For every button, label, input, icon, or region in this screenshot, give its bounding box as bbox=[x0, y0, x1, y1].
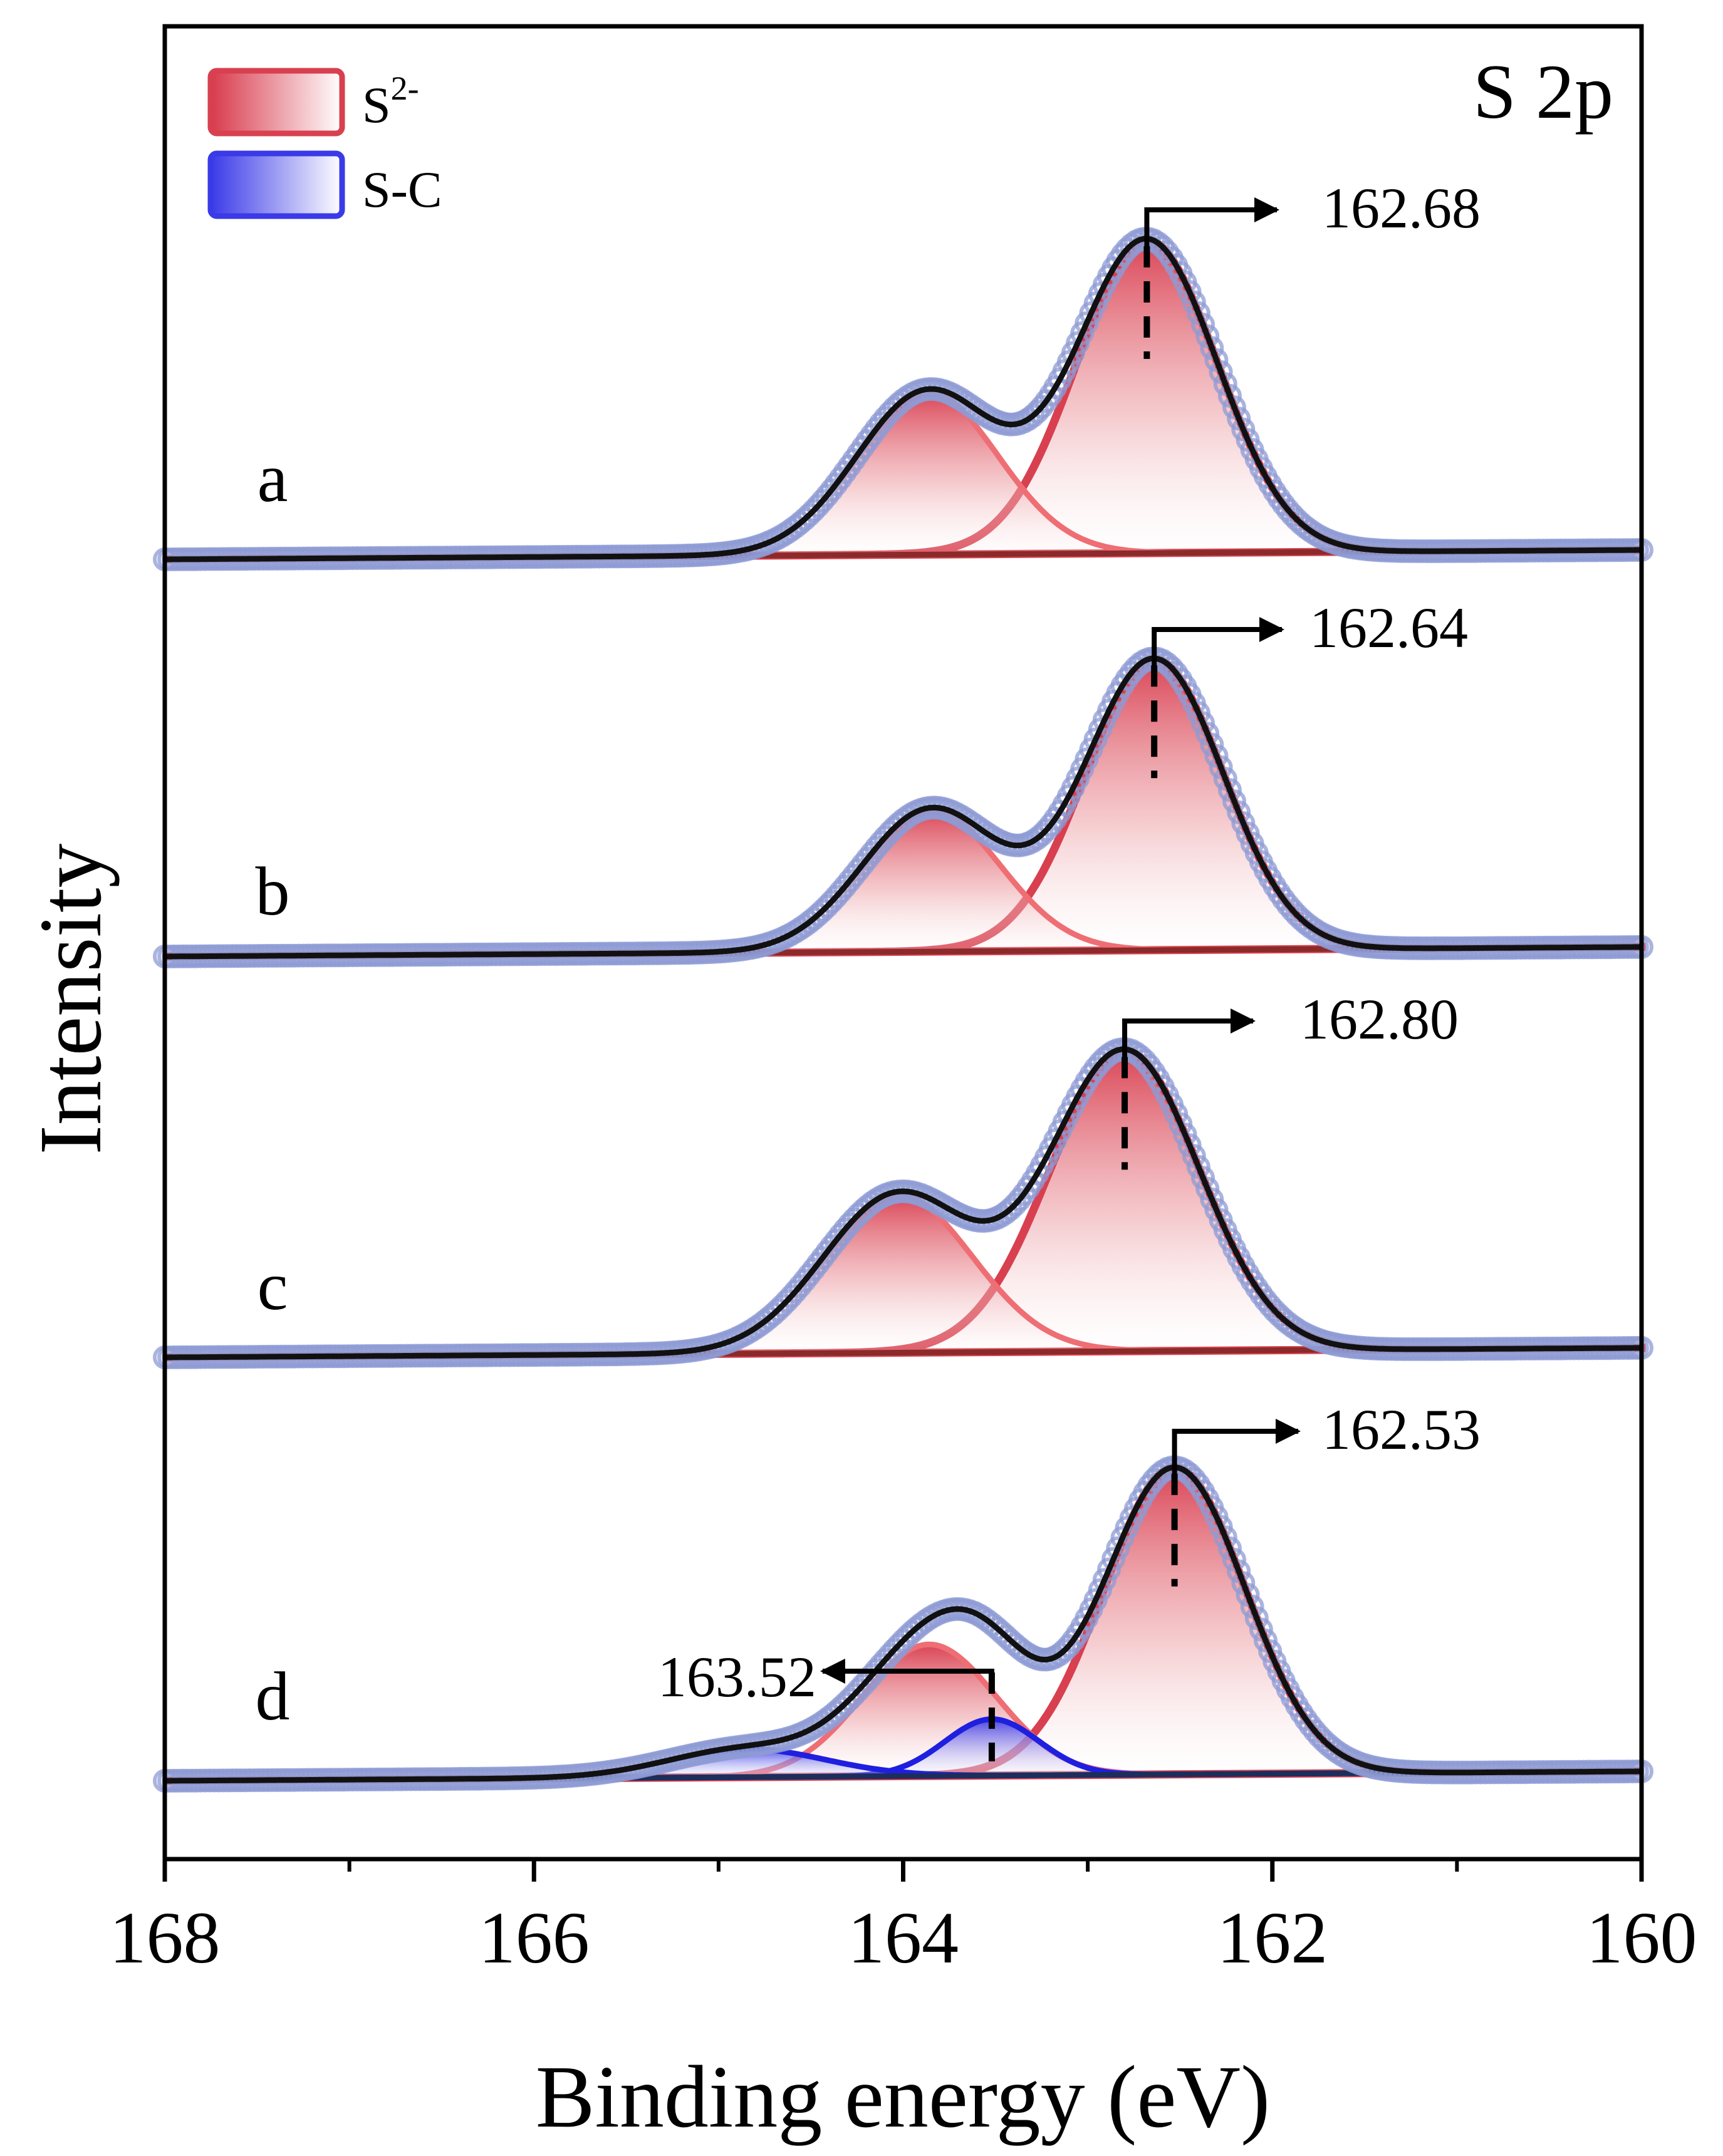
peak-value-d: 162.53 bbox=[1322, 1397, 1481, 1461]
raw-data-point bbox=[1213, 372, 1237, 396]
raw-data-point bbox=[1186, 1154, 1210, 1179]
x-tick-label: 160 bbox=[1586, 1897, 1697, 1979]
raw-data-point bbox=[1213, 767, 1237, 791]
raw-data-point bbox=[1217, 778, 1242, 802]
legend-swatch-sc bbox=[207, 150, 345, 219]
spectrum-label-a: a bbox=[258, 440, 288, 516]
raw-data-point bbox=[1204, 348, 1229, 372]
raw-data-point bbox=[1182, 290, 1206, 314]
legend-label-s2: S2- bbox=[362, 70, 419, 133]
peak-a-s2-1 bbox=[164, 388, 1642, 562]
raw-data-point bbox=[1222, 789, 1246, 814]
shift-arrow-c bbox=[1122, 1008, 1256, 1060]
spectrum-label-b: b bbox=[256, 853, 290, 930]
legend-swatch-s2 bbox=[207, 68, 345, 137]
spectrum-label-d: d bbox=[256, 1658, 290, 1734]
raw-data-point bbox=[1209, 755, 1233, 779]
raw-data-point bbox=[1249, 1617, 1273, 1642]
raw-data-point bbox=[1200, 732, 1224, 757]
raw-data-point bbox=[1254, 1629, 1278, 1652]
x-tick-label: 168 bbox=[110, 1897, 221, 1979]
legend-label-s2-superscript: 2- bbox=[391, 70, 419, 107]
spectra-layer: a 162.68 b 162.64 c 162.80 d 162.53 163.52 bbox=[153, 176, 1653, 1793]
x-tick-label: 166 bbox=[479, 1897, 590, 1979]
raw-data-point bbox=[1097, 1557, 1122, 1582]
legend-label-s2-text: S bbox=[362, 76, 391, 133]
shift-arrow-a bbox=[1144, 197, 1279, 250]
shift-arrow-d-sc bbox=[820, 1659, 994, 1685]
raw-data-point bbox=[1177, 1133, 1202, 1158]
fit-envelope-c bbox=[165, 1046, 1642, 1360]
raw-data-point bbox=[1191, 711, 1215, 735]
raw-data-point bbox=[1173, 1122, 1197, 1147]
x-axis-label: Binding energy (eV) bbox=[536, 2047, 1271, 2146]
chart-title: S 2p bbox=[1473, 49, 1613, 135]
peak-c-s2-1 bbox=[164, 1191, 1645, 1360]
fit-envelope-a bbox=[165, 236, 1642, 562]
peak-value-c: 162.80 bbox=[1300, 987, 1459, 1051]
peak-value-a: 162.68 bbox=[1322, 176, 1481, 240]
raw-data-c bbox=[153, 1037, 1653, 1369]
x-tick-label: 164 bbox=[848, 1897, 959, 1979]
raw-data-point bbox=[1231, 1571, 1256, 1595]
raw-data-point bbox=[1209, 360, 1233, 384]
peak-value-b: 162.64 bbox=[1309, 596, 1468, 660]
raw-data-point bbox=[1195, 324, 1220, 348]
spectrum-c: c 162.80 bbox=[153, 987, 1653, 1369]
raw-data-point bbox=[1236, 1583, 1260, 1607]
fit-envelope-b bbox=[165, 655, 1642, 960]
shift-arrow-d bbox=[1172, 1419, 1301, 1477]
shift-arrow-b bbox=[1152, 617, 1284, 669]
legend-label-sc: S-C bbox=[362, 161, 442, 218]
raw-data-point bbox=[1227, 407, 1251, 431]
x-tick-label: 162 bbox=[1217, 1897, 1328, 1979]
raw-data-point bbox=[1222, 395, 1246, 420]
fit-envelope-d bbox=[165, 1464, 1642, 1784]
raw-data-point bbox=[1182, 1144, 1206, 1168]
raw-data-point bbox=[1222, 1548, 1246, 1572]
spectrum-label-c: c bbox=[258, 1248, 288, 1324]
raw-data-point bbox=[1217, 1536, 1242, 1560]
raw-data-point bbox=[1195, 1176, 1220, 1201]
spectrum-d: d 162.53 163.52 bbox=[153, 1397, 1653, 1793]
raw-data-point bbox=[1191, 313, 1215, 337]
raw-data-point bbox=[1195, 722, 1220, 746]
y-axis-label: Intensity bbox=[21, 844, 120, 1155]
raw-data-point bbox=[1240, 1594, 1264, 1619]
raw-data-point bbox=[1227, 1559, 1251, 1583]
legend: S2- S-C bbox=[207, 68, 442, 219]
raw-data-point bbox=[1213, 1525, 1237, 1550]
x-axis: 168 166 164 162 160 bbox=[110, 1859, 1697, 1979]
spectrum-b: b 162.64 bbox=[153, 596, 1653, 968]
raw-data-point bbox=[1101, 1547, 1126, 1571]
raw-data-point bbox=[1204, 744, 1229, 768]
peak-d-s2-1 bbox=[164, 1641, 1642, 1784]
raw-data-point bbox=[1200, 336, 1224, 360]
raw-data-point bbox=[1186, 301, 1210, 325]
raw-data-point bbox=[1191, 1166, 1215, 1190]
raw-data-point bbox=[1217, 383, 1242, 408]
spectrum-a: a 162.68 bbox=[153, 176, 1653, 571]
raw-data-point bbox=[1244, 1606, 1269, 1630]
peak-value-d-sc: 163.52 bbox=[658, 1645, 816, 1709]
raw-data-point bbox=[1227, 800, 1251, 824]
